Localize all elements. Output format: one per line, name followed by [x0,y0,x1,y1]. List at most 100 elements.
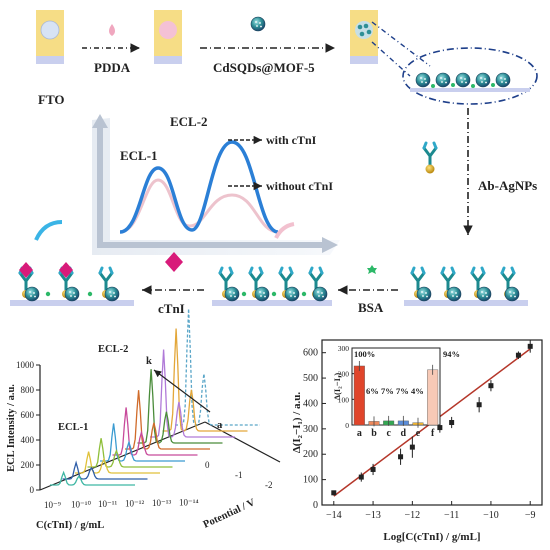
calib-point [437,425,443,431]
drop-icon [109,24,115,36]
calib-x-label: Log[C(cTnI) / g/mL] [383,531,480,543]
ecl-annot-peak2: ECL-2 [98,344,128,355]
calib-x-tick-label: −14 [326,510,342,521]
electrode-antibody-bottom-right [404,266,528,306]
calib-y-label: Δ(I₂−I₁) / a.u. [291,392,303,454]
ecl-x-tick-label: 10⁻¹¹ [98,499,117,509]
calib-point [488,383,494,389]
calib-point [358,474,364,480]
ecl-annot-start: a [217,420,223,431]
calib-point [409,444,415,450]
ecl-3d-plot: 0 200 400 600 800 1000 ECL Intensity / a.u. 10⁻… [6,308,281,531]
label-mof: CdSQDs@MOF-5 [213,60,315,75]
calib-x-tick-label: −10 [483,510,499,521]
calib-y-tick-label: 500 [303,373,318,384]
ecl-y-tick-label: 0 [30,485,35,495]
label-ctni: cTnI [158,301,185,316]
inset-y-tick-label: 100 [338,395,350,404]
inset-x-tick-label: e [416,428,421,439]
inset-x-tick-label: a [357,428,362,439]
inset-x-tick-label: d [401,428,407,439]
electrode-antibody-bottom-left [10,262,134,306]
ctni-icon [165,252,183,272]
ecl-inset-panel: ECL-1 ECL-2 with cTnI without cTnI [92,114,340,255]
ecl-series-i [75,451,160,474]
bsa-icon [367,265,377,274]
calib-point [515,352,521,358]
calib-y-tick-label: 100 [303,475,318,486]
calib-x-tick-label: −9 [525,510,536,521]
ecl-series-c [150,349,235,438]
glow-arrow-right [274,222,295,239]
ecl-annot-peak1: ECL-1 [58,422,88,433]
ecl-x-tick-label: 10⁻¹⁴ [179,497,199,507]
inset-bar-label: 100% [354,349,375,359]
calib-point [476,402,482,408]
ecl-series-e [125,390,210,450]
inset-y-tick-label: 300 [338,344,350,353]
inset-x-tick-label: b [371,428,377,439]
inset-bar-f [427,369,439,426]
inset-bar-label: 94% [443,349,460,359]
ecl-z-tick-label: 0 [205,460,210,470]
ecl-z-tick-label: -2 [265,480,273,490]
ecl-y-tick-label: 600 [21,410,35,420]
inset-x-tick-label: c [386,428,391,439]
ecl-y-tick-label: 400 [21,435,35,445]
ecl-z-axis [204,421,281,463]
calib-point [398,454,404,460]
label-ab: Ab-AgNPs [478,178,537,193]
inset-label-without: without cTnI [266,179,333,193]
ecl-z-label: Potential / V [202,497,258,531]
inset-label-peak2: ECL-2 [170,114,208,129]
inset-frame [351,347,441,426]
calib-y-tick-label: 300 [303,424,318,435]
ecl-series-b [162,328,248,432]
calib-x-tick-label: −13 [365,510,381,521]
electrode-antibody-bottom-middle [212,266,332,306]
calib-y-tick-label: 0 [313,500,318,511]
ecl-series-g [100,423,185,462]
ecl-annot-end: k [146,356,152,367]
ecl-series-d [137,369,223,444]
inset-bar-label: 7% [381,386,394,396]
calib-x-tick-label: −12 [405,510,421,521]
inset-x-tick-label: f [431,428,435,439]
calib-point [331,490,337,496]
calibration-plot: −14 −13 −12 −11 −10 −9 0 100 200 300 400 500 600 Log[… [291,339,543,543]
electrode-pdda [154,10,182,64]
inset-bar-a [353,365,365,426]
ab-agnp-icon [422,141,438,174]
ecl-series-h [87,438,173,468]
calib-point [449,420,455,425]
ecl-trend-arrow [153,369,211,413]
ecl-series-j [62,460,148,480]
calib-frame [321,339,543,506]
ecl-y-label: ECL Intensity / a.u. [6,384,17,472]
calib-point [370,466,376,472]
ecl-x-tick-label: 10⁻¹⁰ [71,499,91,509]
glow-arrow-left [34,220,63,241]
ecl-series-k [50,470,135,486]
ecl-z-tick-label: -1 [235,470,243,480]
label-bsa: BSA [358,300,384,315]
inset-label-with: with cTnI [266,133,317,147]
inset-bar-label: 6% [366,386,379,396]
calib-point [527,343,533,349]
mof-particle-icon [250,16,266,32]
calib-x-tick-label: −11 [444,510,459,521]
calib-y-tick-label: 200 [303,449,318,460]
calib-y-tick-label: 400 [303,398,318,409]
inset-label-peak1: ECL-1 [120,148,158,163]
inset-y-tick-label: 200 [338,370,350,379]
electrode-fto [36,10,64,64]
ecl-x-tick-label: 10⁻⁹ [44,500,61,510]
electrode-mof [350,10,378,64]
ecl-series-a [175,308,260,426]
ecl-x-tick-label: 10⁻¹³ [152,498,171,508]
label-fto: FTO [38,92,65,107]
ecl-y-tick-label: 200 [21,460,35,470]
inset-y-tick-label: 0 [345,421,349,430]
